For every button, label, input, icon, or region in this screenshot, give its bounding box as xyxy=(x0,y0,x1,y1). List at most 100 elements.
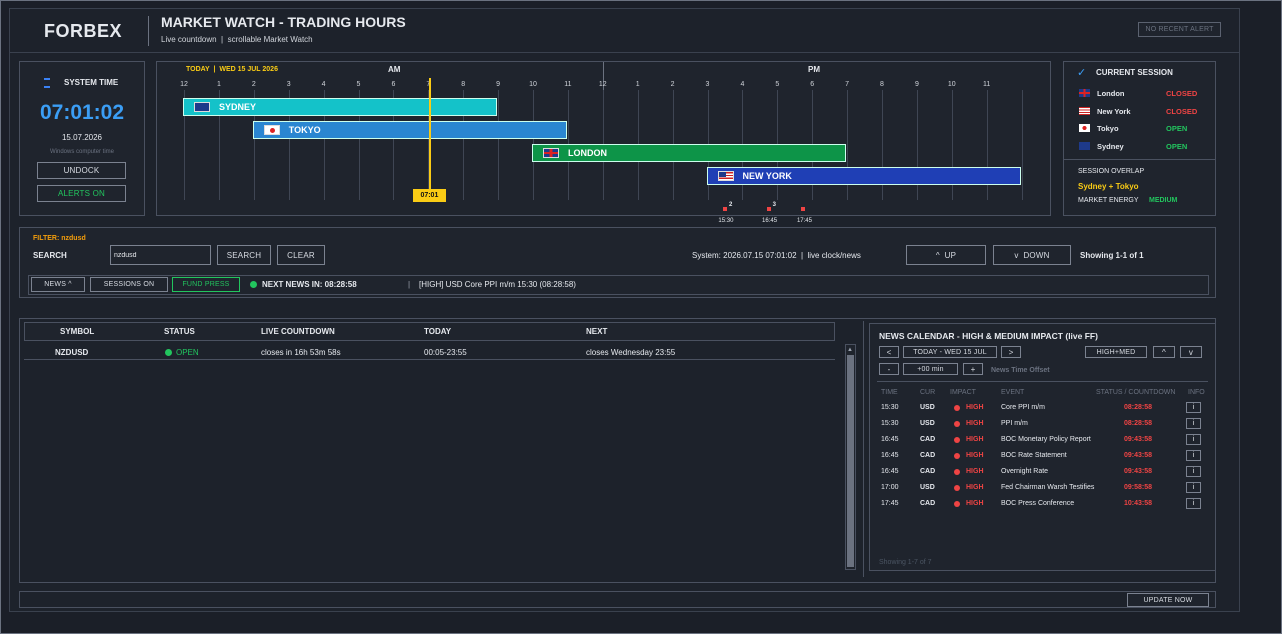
news-up-button[interactable]: ^ xyxy=(1153,346,1175,358)
hour-tick-label: 1 xyxy=(635,81,640,88)
system-status-text: System: 2026.07.15 07:01:02 | live clock… xyxy=(692,251,861,260)
col-today: TODAY xyxy=(424,327,452,336)
news-impact: HIGH xyxy=(966,436,984,443)
session-bar-sydney[interactable]: SYDNEY xyxy=(183,98,498,116)
news-next-button[interactable]: > xyxy=(1001,346,1021,358)
system-date: 15.07.2026 xyxy=(61,133,103,142)
news-time: 15:30 xyxy=(881,404,899,411)
news-marker-time: 17:45 xyxy=(796,218,812,224)
current-time-badge: 07:01 xyxy=(412,189,446,202)
row-status: OPEN xyxy=(176,348,199,357)
news-event: PPI m/m xyxy=(1001,420,1028,427)
scroll-up-button[interactable]: ^ UP xyxy=(906,245,986,265)
hour-gridline xyxy=(463,90,465,200)
session-name: Sydney xyxy=(1097,141,1124,151)
session-bar-label: SYDNEY xyxy=(219,102,257,112)
news-info-button[interactable]: i xyxy=(1186,402,1201,413)
session-bar-tokyo[interactable]: TOKYO xyxy=(252,121,567,139)
alert-indicator[interactable]: NO RECENT ALERT xyxy=(1138,22,1221,37)
news-marker-icon[interactable] xyxy=(722,207,727,211)
overlap-label: SESSION OVERLAP xyxy=(1078,168,1145,175)
impact-dot-icon xyxy=(954,501,960,507)
news-date-button[interactable]: TODAY - WED 15 JUL xyxy=(903,346,997,358)
news-event: Overnight Rate xyxy=(1001,468,1049,475)
session-status: CLOSED xyxy=(1166,106,1198,116)
current-session-title: CURRENT SESSION xyxy=(1096,68,1173,77)
news-info-button[interactable]: i xyxy=(1186,498,1201,509)
news-countdown: 08:28:58 xyxy=(1124,420,1153,427)
hour-tick-label: 9 xyxy=(496,81,501,88)
sessions-toggle-button[interactable]: SESSIONS ON xyxy=(90,277,168,292)
hour-tick-label: 3 xyxy=(705,81,710,88)
news-impact: HIGH xyxy=(966,500,984,507)
hour-gridline xyxy=(916,90,918,200)
news-title: NEWS CALENDAR - HIGH & MEDIUM IMPACT (li… xyxy=(879,331,1098,341)
impact-filter-button[interactable]: HIGH+MED xyxy=(1085,346,1147,358)
flag-icon xyxy=(1079,106,1090,115)
news-impact: HIGH xyxy=(966,468,984,475)
news-countdown: 10:43:58 xyxy=(1124,500,1153,507)
search-input[interactable] xyxy=(110,245,211,265)
news-prev-button[interactable]: < xyxy=(879,346,899,358)
news-col-impact: IMPACT xyxy=(950,389,976,396)
scroll-up-arrow-icon[interactable]: ▲ xyxy=(847,347,853,353)
hour-tick-label: 11 xyxy=(983,81,991,88)
energy-value: MEDIUM xyxy=(1149,197,1178,204)
hour-tick-label: 12 xyxy=(598,81,607,88)
news-impact: HIGH xyxy=(966,404,984,411)
time-source-note: Windows computer time xyxy=(49,149,115,155)
row-symbol: NZDUSD xyxy=(55,348,89,357)
pm-label: PM xyxy=(808,65,820,74)
news-impact: HIGH xyxy=(966,420,984,427)
offset-minus-button[interactable]: - xyxy=(879,363,899,375)
overlap-value: Sydney + Tokyo xyxy=(1078,182,1139,191)
scroll-down-button[interactable]: v DOWN xyxy=(993,245,1071,265)
hour-tick-label: 6 xyxy=(391,81,396,88)
news-marker-icon[interactable] xyxy=(766,207,771,211)
news-currency: USD xyxy=(920,404,935,411)
clear-button[interactable]: CLEAR xyxy=(277,245,325,265)
scrollbar-thumb[interactable] xyxy=(847,355,854,567)
news-down-button[interactable]: v xyxy=(1180,346,1202,358)
hour-tick-label: 5 xyxy=(356,81,361,88)
undock-button[interactable]: UNDOCK xyxy=(37,162,126,179)
watch-header xyxy=(24,322,835,341)
news-time: 17:45 xyxy=(881,500,899,507)
watch-splitter[interactable] xyxy=(863,321,864,577)
row-countdown: closes in 16h 53m 58s xyxy=(261,348,341,357)
search-button[interactable]: SEARCH xyxy=(217,245,271,265)
session-bar-london[interactable]: LONDON xyxy=(532,144,847,162)
alerts-toggle-button[interactable]: ALERTS ON xyxy=(37,185,126,202)
next-news-countdown: NEXT NEWS IN: 08:28:58 xyxy=(262,280,357,289)
news-toggle-button[interactable]: NEWS ^ xyxy=(31,277,85,292)
flag-icon xyxy=(717,171,734,181)
session-name: London xyxy=(1097,89,1125,98)
news-marker-icon[interactable] xyxy=(801,207,806,211)
offset-plus-button[interactable]: + xyxy=(963,363,983,375)
news-countdown: 09:43:58 xyxy=(1124,452,1153,459)
news-info-button[interactable]: i xyxy=(1186,482,1201,493)
news-event: BOC Press Conference xyxy=(1001,500,1075,507)
hour-tick-label: 2 xyxy=(670,81,675,88)
offset-value[interactable]: +00 min xyxy=(903,363,958,375)
news-info-button[interactable]: i xyxy=(1186,418,1201,429)
row-today: 00:05-23:55 xyxy=(424,348,467,357)
row-next: closes Wednesday 23:55 xyxy=(586,348,676,357)
ticker-separator: | xyxy=(408,280,411,289)
current-session-panel xyxy=(1063,61,1216,216)
update-now-button[interactable]: UPDATE NOW xyxy=(1127,593,1209,607)
session-bar-new-york[interactable]: NEW YORK xyxy=(706,167,1021,185)
hour-tick-label: 9 xyxy=(914,81,919,88)
hour-tick-label: 8 xyxy=(461,81,466,88)
impact-dot-icon xyxy=(954,421,960,427)
flag-icon xyxy=(263,125,280,135)
news-info-button[interactable]: i xyxy=(1186,466,1201,477)
fund-press-button[interactable]: FUND PRESS xyxy=(172,277,240,292)
system-time-value: 07:01:02 xyxy=(39,101,125,124)
news-col-time: TIME xyxy=(881,389,898,396)
news-info-button[interactable]: i xyxy=(1186,434,1201,445)
table-row[interactable] xyxy=(24,343,835,360)
news-info-button[interactable]: i xyxy=(1186,450,1201,461)
system-time-label: SYSTEM TIME xyxy=(64,78,119,87)
hour-gridline xyxy=(253,90,255,200)
